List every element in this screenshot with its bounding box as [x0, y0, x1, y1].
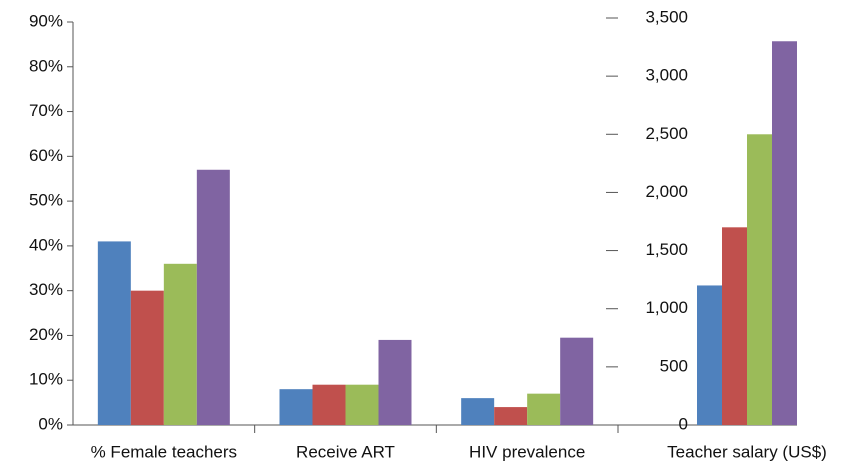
- bar: [130, 290, 164, 425]
- bar: [772, 41, 797, 425]
- y-tick-label: 60%: [29, 146, 63, 165]
- x-tick-label: HIV prevalence: [469, 442, 585, 461]
- y2-tick-label: 3,000: [645, 66, 688, 85]
- bar: [722, 227, 747, 425]
- bar: [378, 339, 412, 425]
- y2-tick-label: 500: [660, 356, 688, 375]
- bar: [560, 337, 594, 425]
- y2-tick-label: 1,000: [645, 298, 688, 317]
- bar: [697, 285, 722, 425]
- bar: [163, 263, 197, 425]
- bar: [461, 398, 495, 425]
- y-tick-label: 50%: [29, 191, 63, 210]
- bar: [494, 407, 528, 425]
- y-tick-label: 30%: [29, 280, 63, 299]
- y2-tick-label: 0: [679, 414, 688, 433]
- y2-tick-label: 2,000: [645, 182, 688, 201]
- x-tick-label: % Female teachers: [91, 442, 237, 461]
- y-tick-label: 80%: [29, 56, 63, 75]
- bar: [279, 389, 313, 425]
- y-tick-label: 90%: [29, 11, 63, 30]
- x-tick-label: Teacher salary (US$): [667, 442, 827, 461]
- x-tick-label: Receive ART: [296, 442, 395, 461]
- y-tick-label: 0%: [38, 414, 63, 433]
- y2-tick-label: 2,500: [645, 124, 688, 143]
- bar: [345, 384, 379, 425]
- y-tick-label: 70%: [29, 101, 63, 120]
- bar: [312, 384, 346, 425]
- bar: [196, 169, 230, 425]
- y2-tick-label: 3,500: [645, 7, 688, 26]
- bar: [747, 134, 772, 426]
- bar: [97, 241, 131, 425]
- y2-tick-label: 1,500: [645, 240, 688, 259]
- y-tick-label: 20%: [29, 325, 63, 344]
- y-tick-label: 10%: [29, 370, 63, 389]
- y-tick-label: 40%: [29, 235, 63, 254]
- bar: [527, 393, 561, 425]
